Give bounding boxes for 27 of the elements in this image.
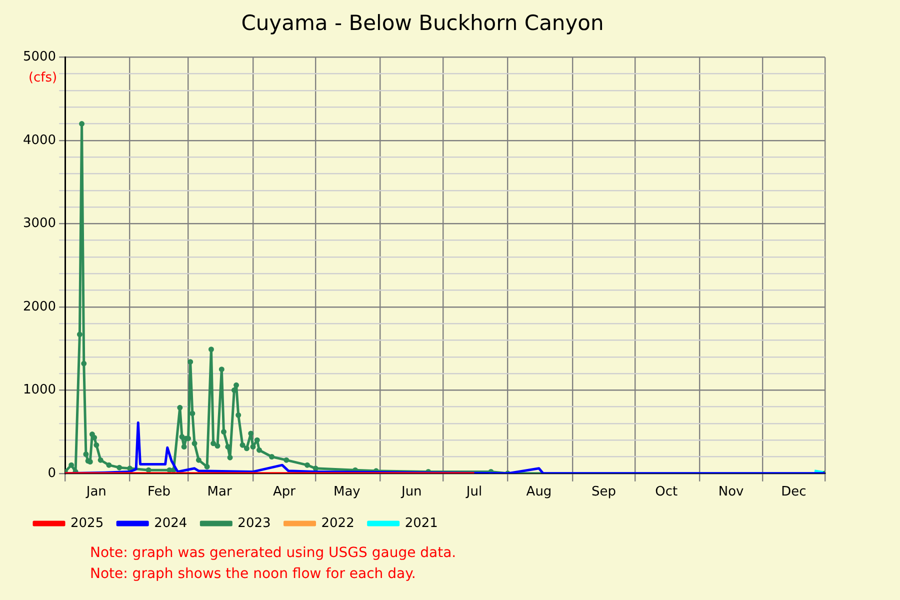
x-tick-label: Mar [207,484,232,500]
y-tick-label: 4000 [22,132,56,148]
x-tick-label: Dec [781,484,806,500]
legend-label: 2024 [154,516,188,531]
x-tick-label: Jul [465,484,482,500]
y-tick-label: 2000 [22,299,56,314]
y-tick-label: 1000 [22,382,56,398]
y-tick-label: 0 [48,466,56,481]
text: Note: graph shows the noon flow for each day. [90,565,417,584]
y-tick-label: 3000 [22,216,56,232]
x-tick-label: May [333,484,361,500]
chart-title: Cuyama - Below Buckhorn Canyon [241,11,604,36]
text: Note: graph was generated using USGS gauge data. [90,544,456,563]
x-tick-label: Apr [273,484,296,500]
x-tick-label: Feb [148,484,171,500]
x-tick-label: Jun [400,484,422,500]
x-tick-label: Sep [591,484,616,500]
x-tick-label: Oct [655,484,678,500]
x-tick-label: Nov [718,484,744,500]
legend-label: 2025 [70,516,104,531]
x-tick-label: Jan [85,484,106,500]
legend-label: 2021 [404,516,438,531]
legend-label: 2022 [321,516,354,531]
legend-label: 2023 [238,516,271,531]
y-axis-title: (cfs) [28,70,58,86]
y-tick-label: 5000 [22,50,56,65]
x-tick-label: Aug [526,484,552,500]
